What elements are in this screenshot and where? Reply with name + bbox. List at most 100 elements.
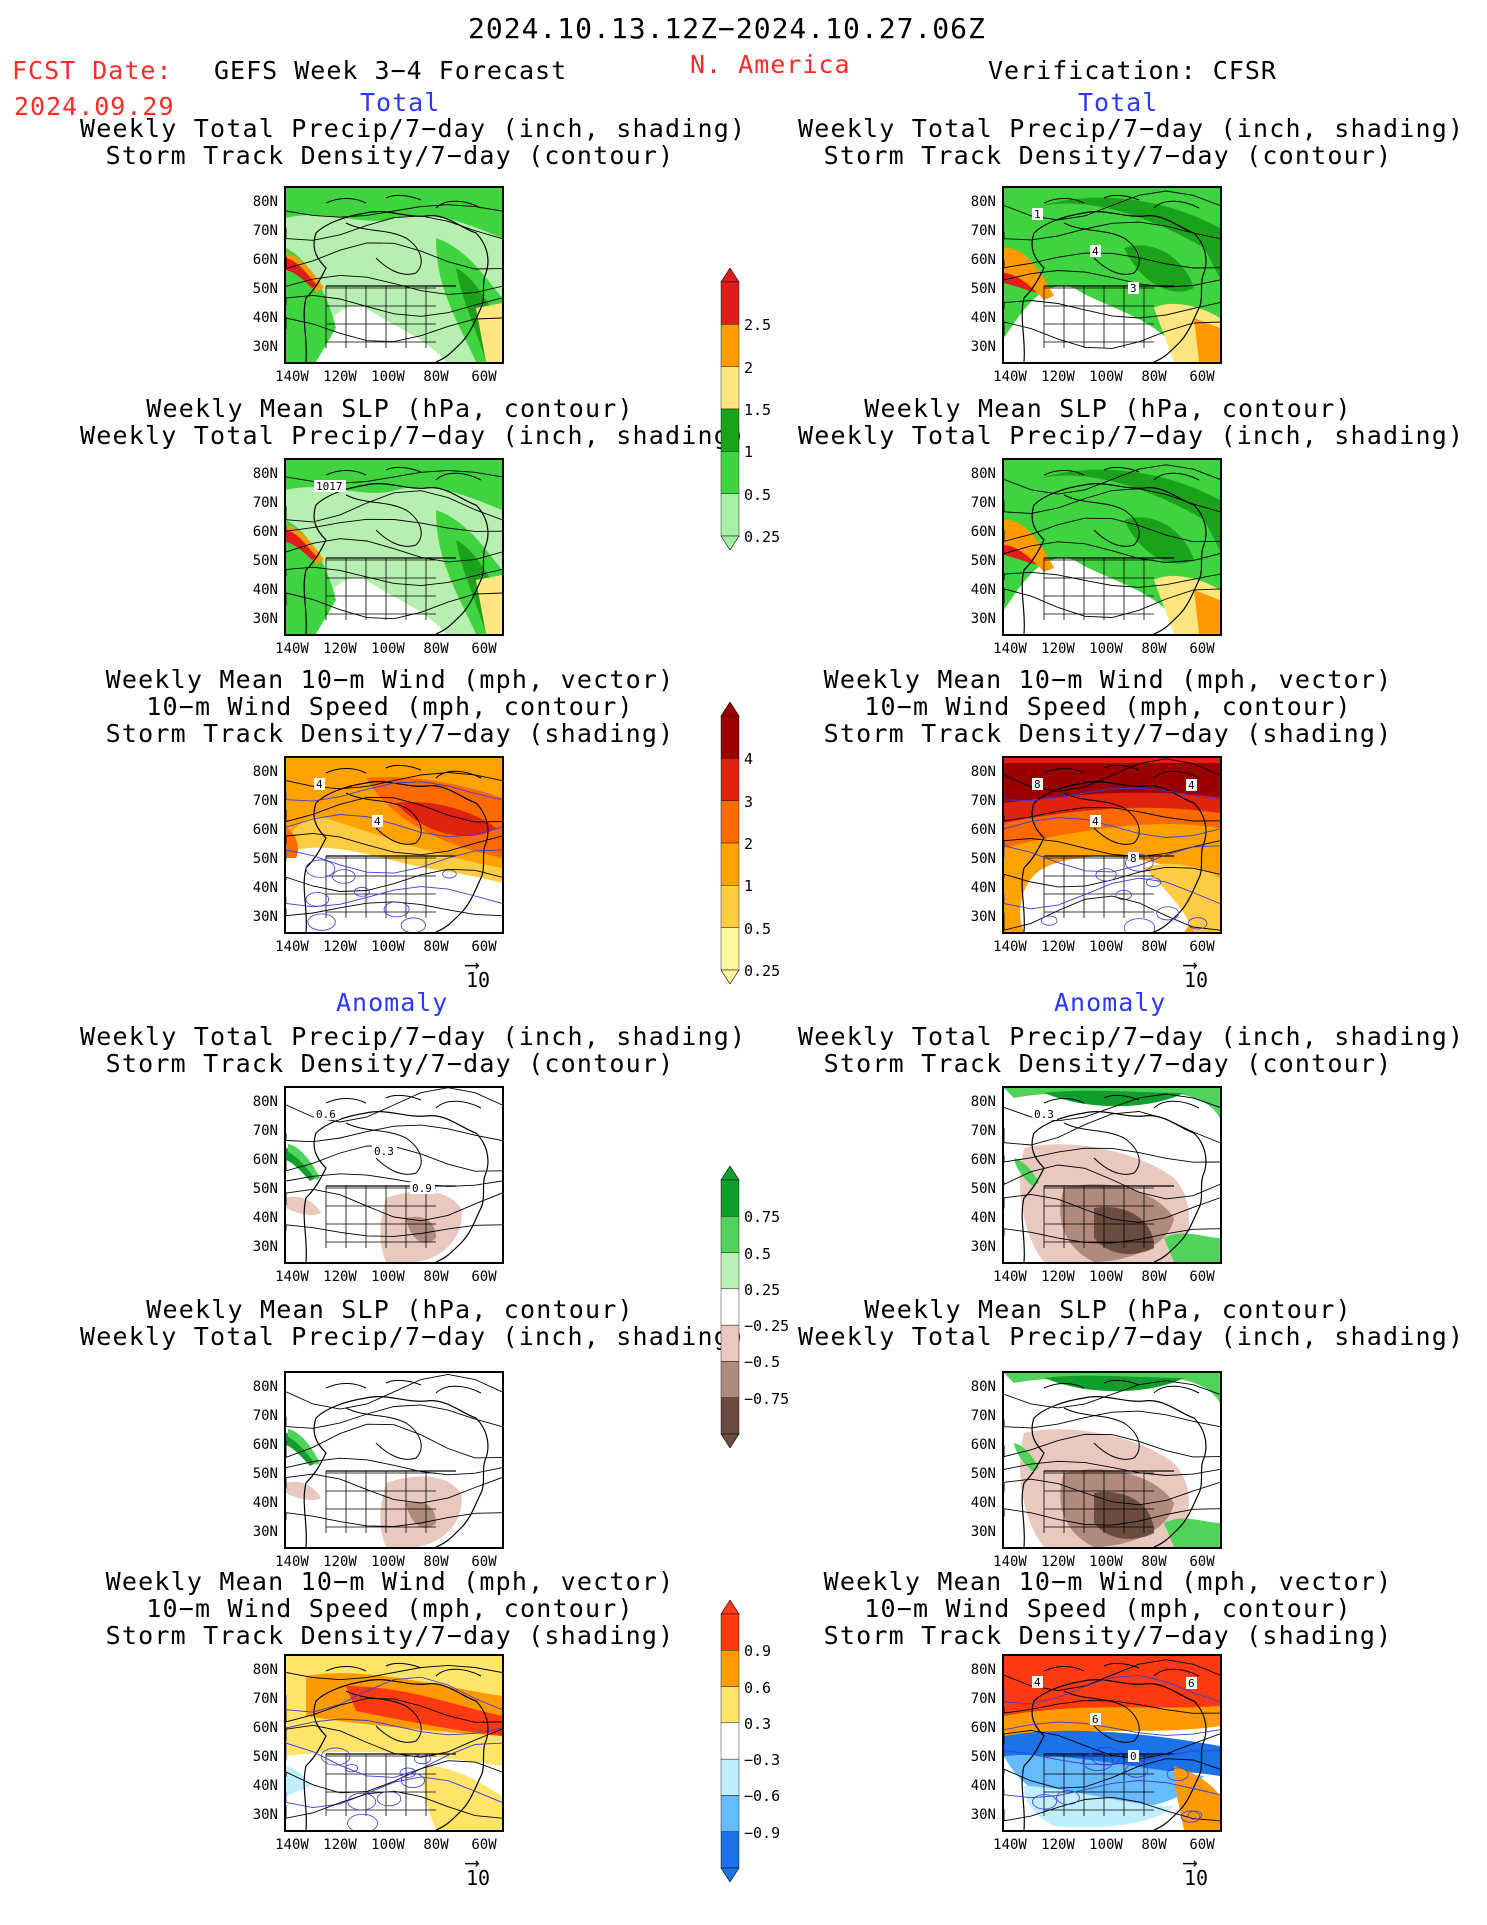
- lon-label: 80W: [1141, 1837, 1167, 1853]
- lat-label: 60N: [970, 1720, 996, 1736]
- colorbar-swatch: [720, 715, 740, 759]
- lat-label: 80N: [970, 194, 996, 210]
- lon-label: 140W: [275, 1837, 309, 1853]
- colorbar-storm-anomaly: 0.9 0.6 0.3 −0.3 −0.6 −0.9: [720, 1599, 780, 1883]
- panel-title-line: Weekly Mean 10−m Wind (mph, vector): [823, 665, 1393, 694]
- map-svg: [286, 1373, 502, 1547]
- colorbar-swatch: [720, 1397, 740, 1435]
- lon-label: 80W: [1141, 369, 1167, 385]
- lat-label: 60N: [252, 822, 278, 838]
- vector-reference-arrow-icon: ⟶: [466, 952, 479, 976]
- lon-label: 100W: [371, 1837, 405, 1853]
- lon-label: 120W: [323, 369, 357, 385]
- section-total-right: Total: [1078, 88, 1159, 117]
- map-panel-obs-0: 1 4 3: [1002, 186, 1222, 364]
- lon-label: 140W: [275, 369, 309, 385]
- map-panel-fcst-3: 0.6 0.3 0.9: [284, 1086, 504, 1264]
- map-panel-fcst-0: [284, 186, 504, 364]
- colorbar-swatch: [720, 1324, 740, 1362]
- lon-label: 60W: [1189, 939, 1215, 955]
- lon-label: 120W: [1041, 1554, 1075, 1570]
- lat-label: 40N: [252, 310, 278, 326]
- fcst-date-label: FCST Date:: [12, 56, 173, 85]
- panel-title-line: Storm Track Density/7−day (contour): [823, 141, 1393, 170]
- lat-label: 60N: [252, 524, 278, 540]
- colorbar-tick-label: 0.5: [744, 485, 772, 504]
- lon-label: 80W: [423, 1837, 449, 1853]
- map-svg: 44: [286, 758, 502, 932]
- lat-label: 40N: [252, 1778, 278, 1794]
- lon-label: 120W: [1041, 1837, 1075, 1853]
- lat-label: 40N: [970, 1210, 996, 1226]
- lat-label: 70N: [970, 1408, 996, 1424]
- panel-title-line: Weekly Total Precip/7−day (inch, shading…: [80, 114, 747, 143]
- colorbar-precip-total: 2.5 2 1.5 1 0.5 0.25: [720, 267, 780, 551]
- panel-title-line: Storm Track Density/7−day (shading): [105, 719, 675, 748]
- lon-label: 80W: [423, 1269, 449, 1285]
- colorbar-swatch: [720, 493, 740, 537]
- lon-label: 120W: [1041, 939, 1075, 955]
- lon-label: 100W: [371, 939, 405, 955]
- colorbar-tick-label: 0.25: [744, 962, 781, 980]
- panel-title-line: 10−m Wind Speed (mph, contour): [864, 692, 1352, 721]
- lon-label: 120W: [323, 1554, 357, 1570]
- colorbar-swatch: [720, 1361, 740, 1398]
- map-svg: 4 6 0 6: [1004, 1656, 1220, 1830]
- vector-reference-value: 10: [466, 1866, 491, 1890]
- lat-label: 50N: [970, 1466, 996, 1482]
- map-svg: 8 4 8 4: [1004, 758, 1220, 932]
- panel-title-line: Weekly Mean SLP (hPa, contour): [146, 394, 634, 423]
- lat-label: 60N: [252, 1437, 278, 1453]
- section-anomaly-left: Anomaly: [336, 988, 449, 1017]
- colorbar-swatch: [720, 1288, 740, 1326]
- lat-label: 40N: [970, 1778, 996, 1794]
- map-panel-obs-3: 0.3: [1002, 1086, 1222, 1264]
- lat-label: 30N: [252, 909, 278, 925]
- lon-label: 140W: [993, 1269, 1027, 1285]
- lon-label: 60W: [1189, 1554, 1215, 1570]
- lat-label: 70N: [252, 793, 278, 809]
- lon-label: 100W: [1089, 1554, 1123, 1570]
- lat-label: 50N: [970, 1749, 996, 1765]
- lat-label: 80N: [970, 1094, 996, 1110]
- colorbar-tick-label: 4: [744, 750, 754, 769]
- contour-label: 1017: [316, 480, 343, 493]
- contour-label: 3: [1130, 282, 1137, 295]
- panel-title-line: 10−m Wind Speed (mph, contour): [146, 1594, 634, 1623]
- vector-reference-arrow-icon: ⟶: [466, 1850, 479, 1874]
- lon-label: 140W: [993, 1837, 1027, 1853]
- lat-label: 70N: [252, 223, 278, 239]
- map-svg: [1004, 460, 1220, 634]
- colorbar-swatch: [720, 1831, 740, 1869]
- colorbar-swatch: [720, 842, 740, 886]
- vector-reference-label: ⟶ 10: [1184, 952, 1209, 992]
- lat-label: 30N: [252, 1239, 278, 1255]
- lon-label: 80W: [1141, 1554, 1167, 1570]
- lat-label: 30N: [252, 1807, 278, 1823]
- lat-label: 80N: [252, 764, 278, 780]
- colorbar-tick-label: 2: [744, 358, 754, 377]
- vector-reference-value: 10: [1184, 968, 1209, 992]
- lat-label: 40N: [252, 1210, 278, 1226]
- contour-label: 8: [1034, 778, 1041, 791]
- lon-label: 100W: [371, 641, 405, 657]
- panel-title-line: Weekly Total Precip/7−day (inch, shading…: [798, 1322, 1465, 1351]
- lon-label: 120W: [323, 1269, 357, 1285]
- lon-label: 100W: [1089, 939, 1123, 955]
- panel-title-line: Storm Track Density/7−day (shading): [823, 1621, 1393, 1650]
- lat-label: 40N: [252, 1495, 278, 1511]
- map-panel-obs-1: [1002, 458, 1222, 636]
- colorbar-swatch: [720, 1216, 740, 1253]
- panel-title-line: 10−m Wind Speed (mph, contour): [864, 1594, 1352, 1623]
- lat-label: 70N: [970, 495, 996, 511]
- lat-label: 50N: [252, 1181, 278, 1197]
- contour-label: 6: [1188, 1677, 1195, 1690]
- colorbar-tick-label: 1: [744, 877, 754, 896]
- panel-title-line: Weekly Mean SLP (hPa, contour): [864, 1295, 1352, 1324]
- contour-label: 0.6: [316, 1108, 336, 1121]
- region-label: N. America: [690, 50, 851, 79]
- lon-label: 120W: [323, 1837, 357, 1853]
- lat-label: 50N: [252, 1749, 278, 1765]
- lat-label: 50N: [970, 1181, 996, 1197]
